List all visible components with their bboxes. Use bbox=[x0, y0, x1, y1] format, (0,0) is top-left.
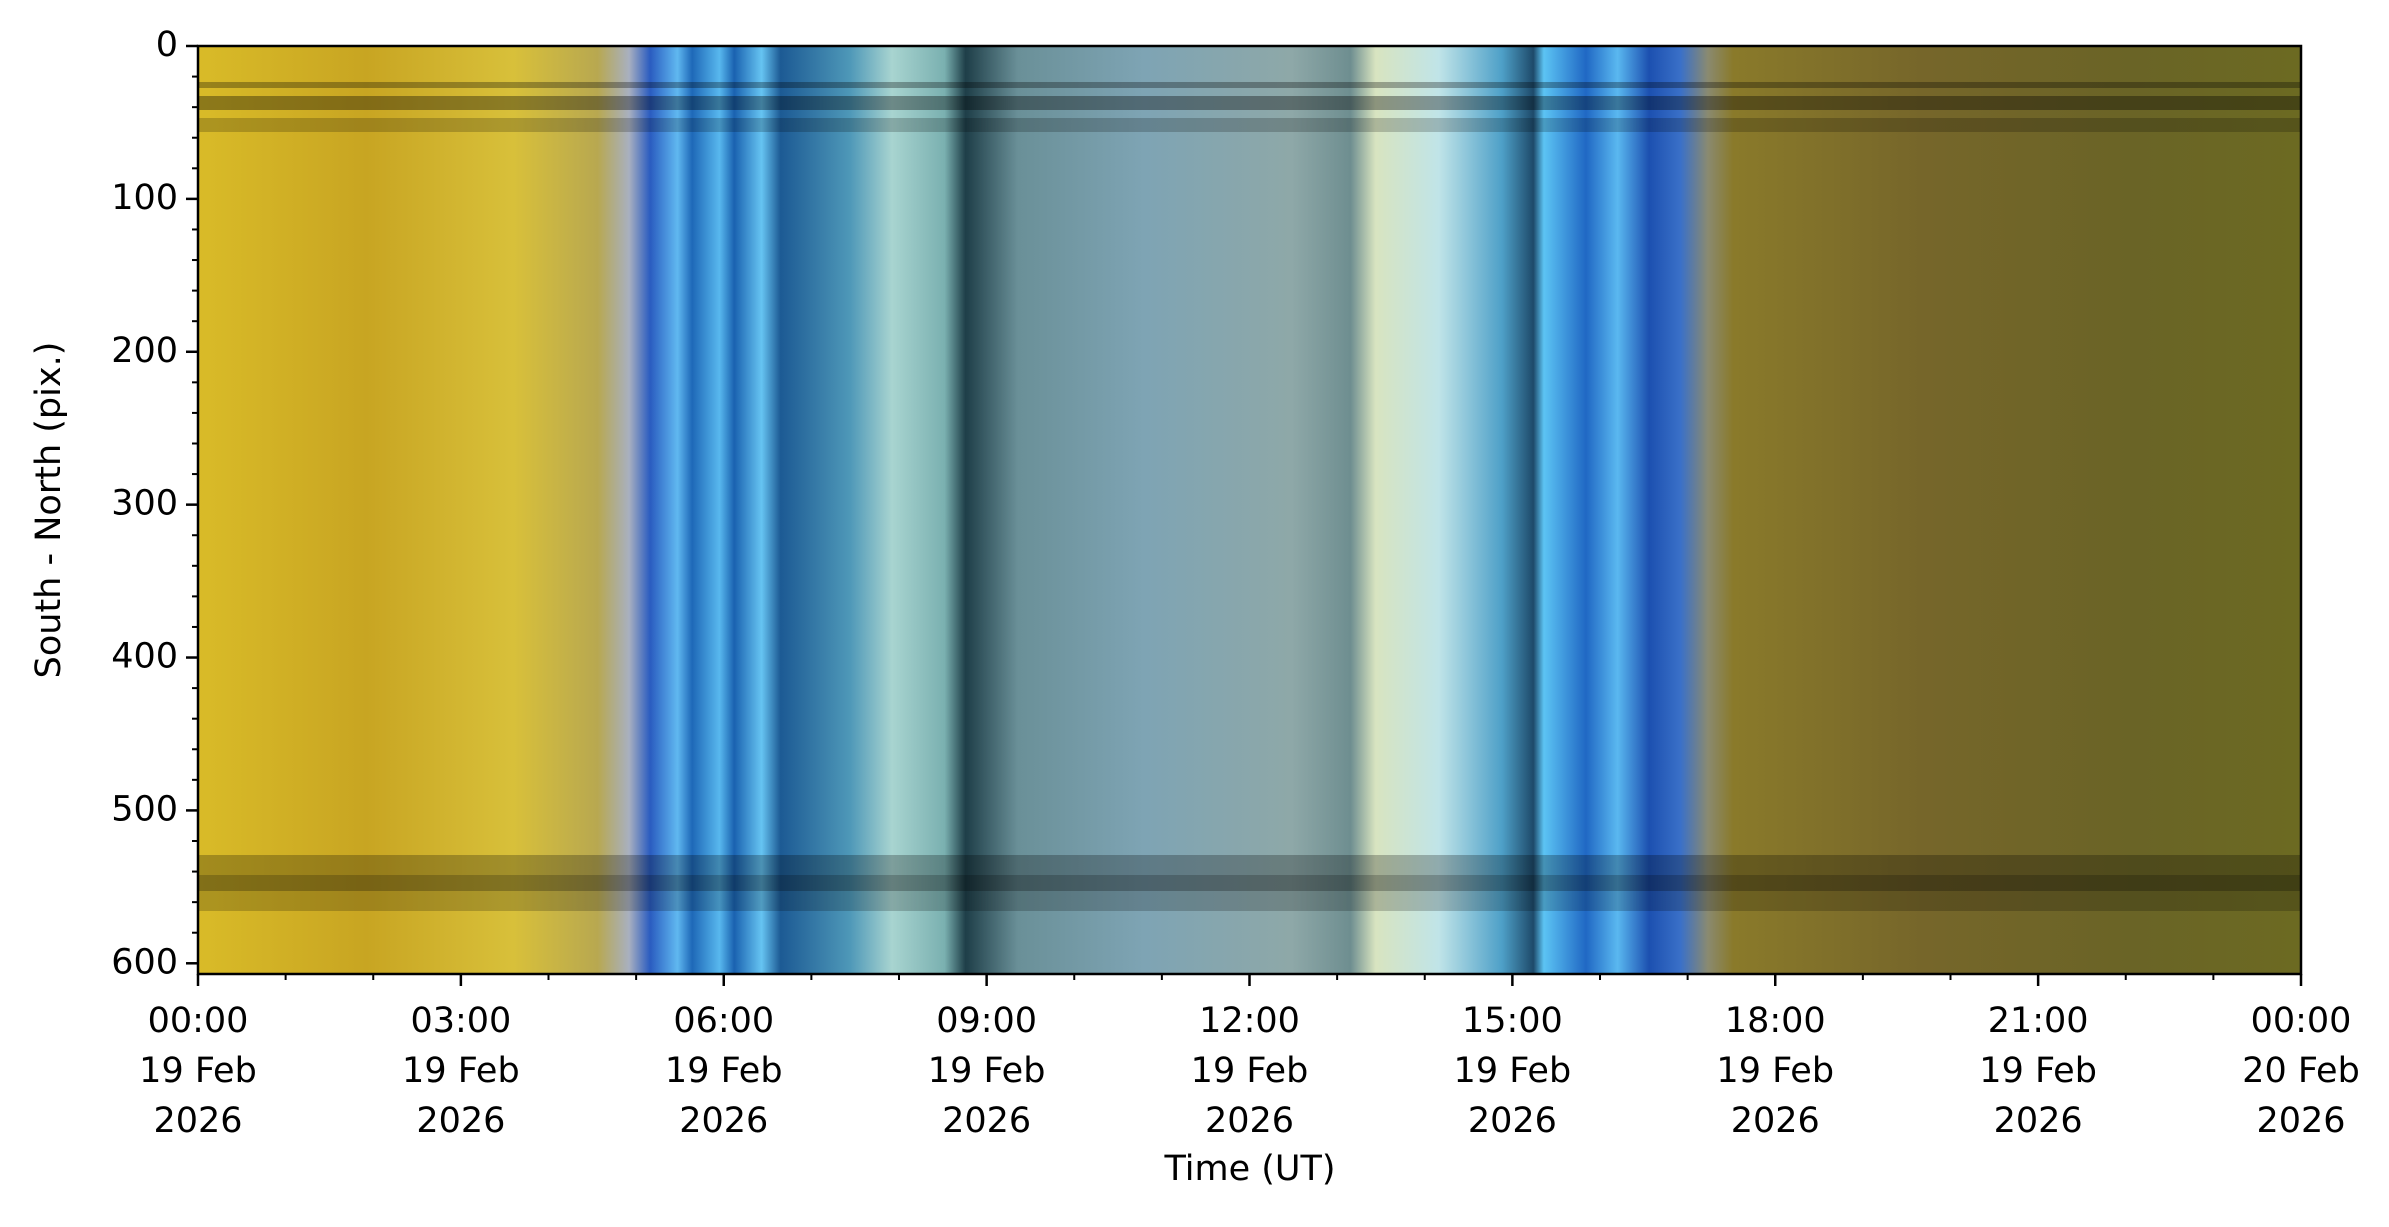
x-tick-label: 09:00 19 Feb 2026 bbox=[928, 1001, 1046, 1141]
x-tick-label-line: 15:00 bbox=[1462, 1001, 1563, 1041]
x-tick-label: 03:00 19 Feb 2026 bbox=[402, 1001, 520, 1141]
x-tick-label: 12:00 19 Feb 2026 bbox=[1191, 1001, 1309, 1141]
y-tick-label: 600 bbox=[111, 942, 178, 982]
y-tick-label: 500 bbox=[111, 789, 178, 829]
image-band bbox=[198, 891, 2301, 911]
y-tick-label: 100 bbox=[111, 178, 178, 218]
image-band bbox=[198, 855, 2301, 875]
x-tick-label: 21:00 19 Feb 2026 bbox=[1979, 1001, 2097, 1141]
x-tick-label-line: 19 Feb bbox=[1979, 1051, 2097, 1091]
x-tick-label: 00:00 19 Feb 2026 bbox=[139, 1001, 257, 1141]
x-tick-label-line: 2026 bbox=[1731, 1101, 1820, 1141]
y-tick-label: 400 bbox=[111, 637, 178, 677]
x-tick-label: 06:00 19 Feb 2026 bbox=[665, 1001, 783, 1141]
x-tick-label-line: 19 Feb bbox=[1191, 1051, 1309, 1091]
image-body bbox=[198, 46, 2301, 974]
x-tick-label-line: 12:00 bbox=[1199, 1001, 1300, 1041]
x-tick-label-line: 09:00 bbox=[936, 1001, 1037, 1041]
keogram-image bbox=[198, 46, 2301, 974]
x-tick-label-line: 2026 bbox=[1205, 1101, 1294, 1141]
x-tick-label-line: 03:00 bbox=[410, 1001, 511, 1041]
x-tick-label-line: 19 Feb bbox=[1454, 1051, 1572, 1091]
y-tick-label: 200 bbox=[111, 331, 178, 371]
x-tick-label-line: 2026 bbox=[679, 1101, 768, 1141]
x-tick-label-line: 00:00 bbox=[148, 1001, 249, 1041]
x-tick-label-line: 20 Feb bbox=[2242, 1051, 2360, 1091]
x-tick-label-line: 2026 bbox=[153, 1101, 242, 1141]
x-tick-label-line: 18:00 bbox=[1725, 1001, 1826, 1041]
x-tick-label-line: 2026 bbox=[2256, 1101, 2345, 1141]
x-tick-label-line: 21:00 bbox=[1988, 1001, 2089, 1041]
x-tick-label-line: 2026 bbox=[416, 1101, 505, 1141]
x-tick-label-line: 06:00 bbox=[673, 1001, 774, 1041]
image-band bbox=[198, 82, 2301, 88]
image-band bbox=[198, 875, 2301, 891]
x-tick-label-line: 2026 bbox=[1468, 1101, 1557, 1141]
x-tick-label: 18:00 19 Feb 2026 bbox=[1716, 1001, 1834, 1141]
x-tick-label-line: 2026 bbox=[942, 1101, 1031, 1141]
x-tick-label-line: 00:00 bbox=[2251, 1001, 2352, 1041]
x-tick-label: 00:00 20 Feb 2026 bbox=[2242, 1001, 2360, 1141]
x-tick-label-line: 2026 bbox=[1994, 1101, 2083, 1141]
x-tick-label-line: 19 Feb bbox=[1716, 1051, 1834, 1091]
y-axis-label: South - North (pix.) bbox=[29, 342, 69, 679]
x-tick-label-line: 19 Feb bbox=[139, 1051, 257, 1091]
image-band bbox=[198, 118, 2301, 132]
x-tick-label: 15:00 19 Feb 2026 bbox=[1454, 1001, 1572, 1141]
x-tick-label-line: 19 Feb bbox=[928, 1051, 1046, 1091]
x-axis-label: Time (UT) bbox=[1163, 1149, 1335, 1189]
x-tick-label-line: 19 Feb bbox=[665, 1051, 783, 1091]
y-tick-label: 300 bbox=[111, 484, 178, 524]
x-tick-label-line: 19 Feb bbox=[402, 1051, 520, 1091]
y-tick-label: 0 bbox=[156, 25, 178, 65]
image-band bbox=[198, 96, 2301, 110]
